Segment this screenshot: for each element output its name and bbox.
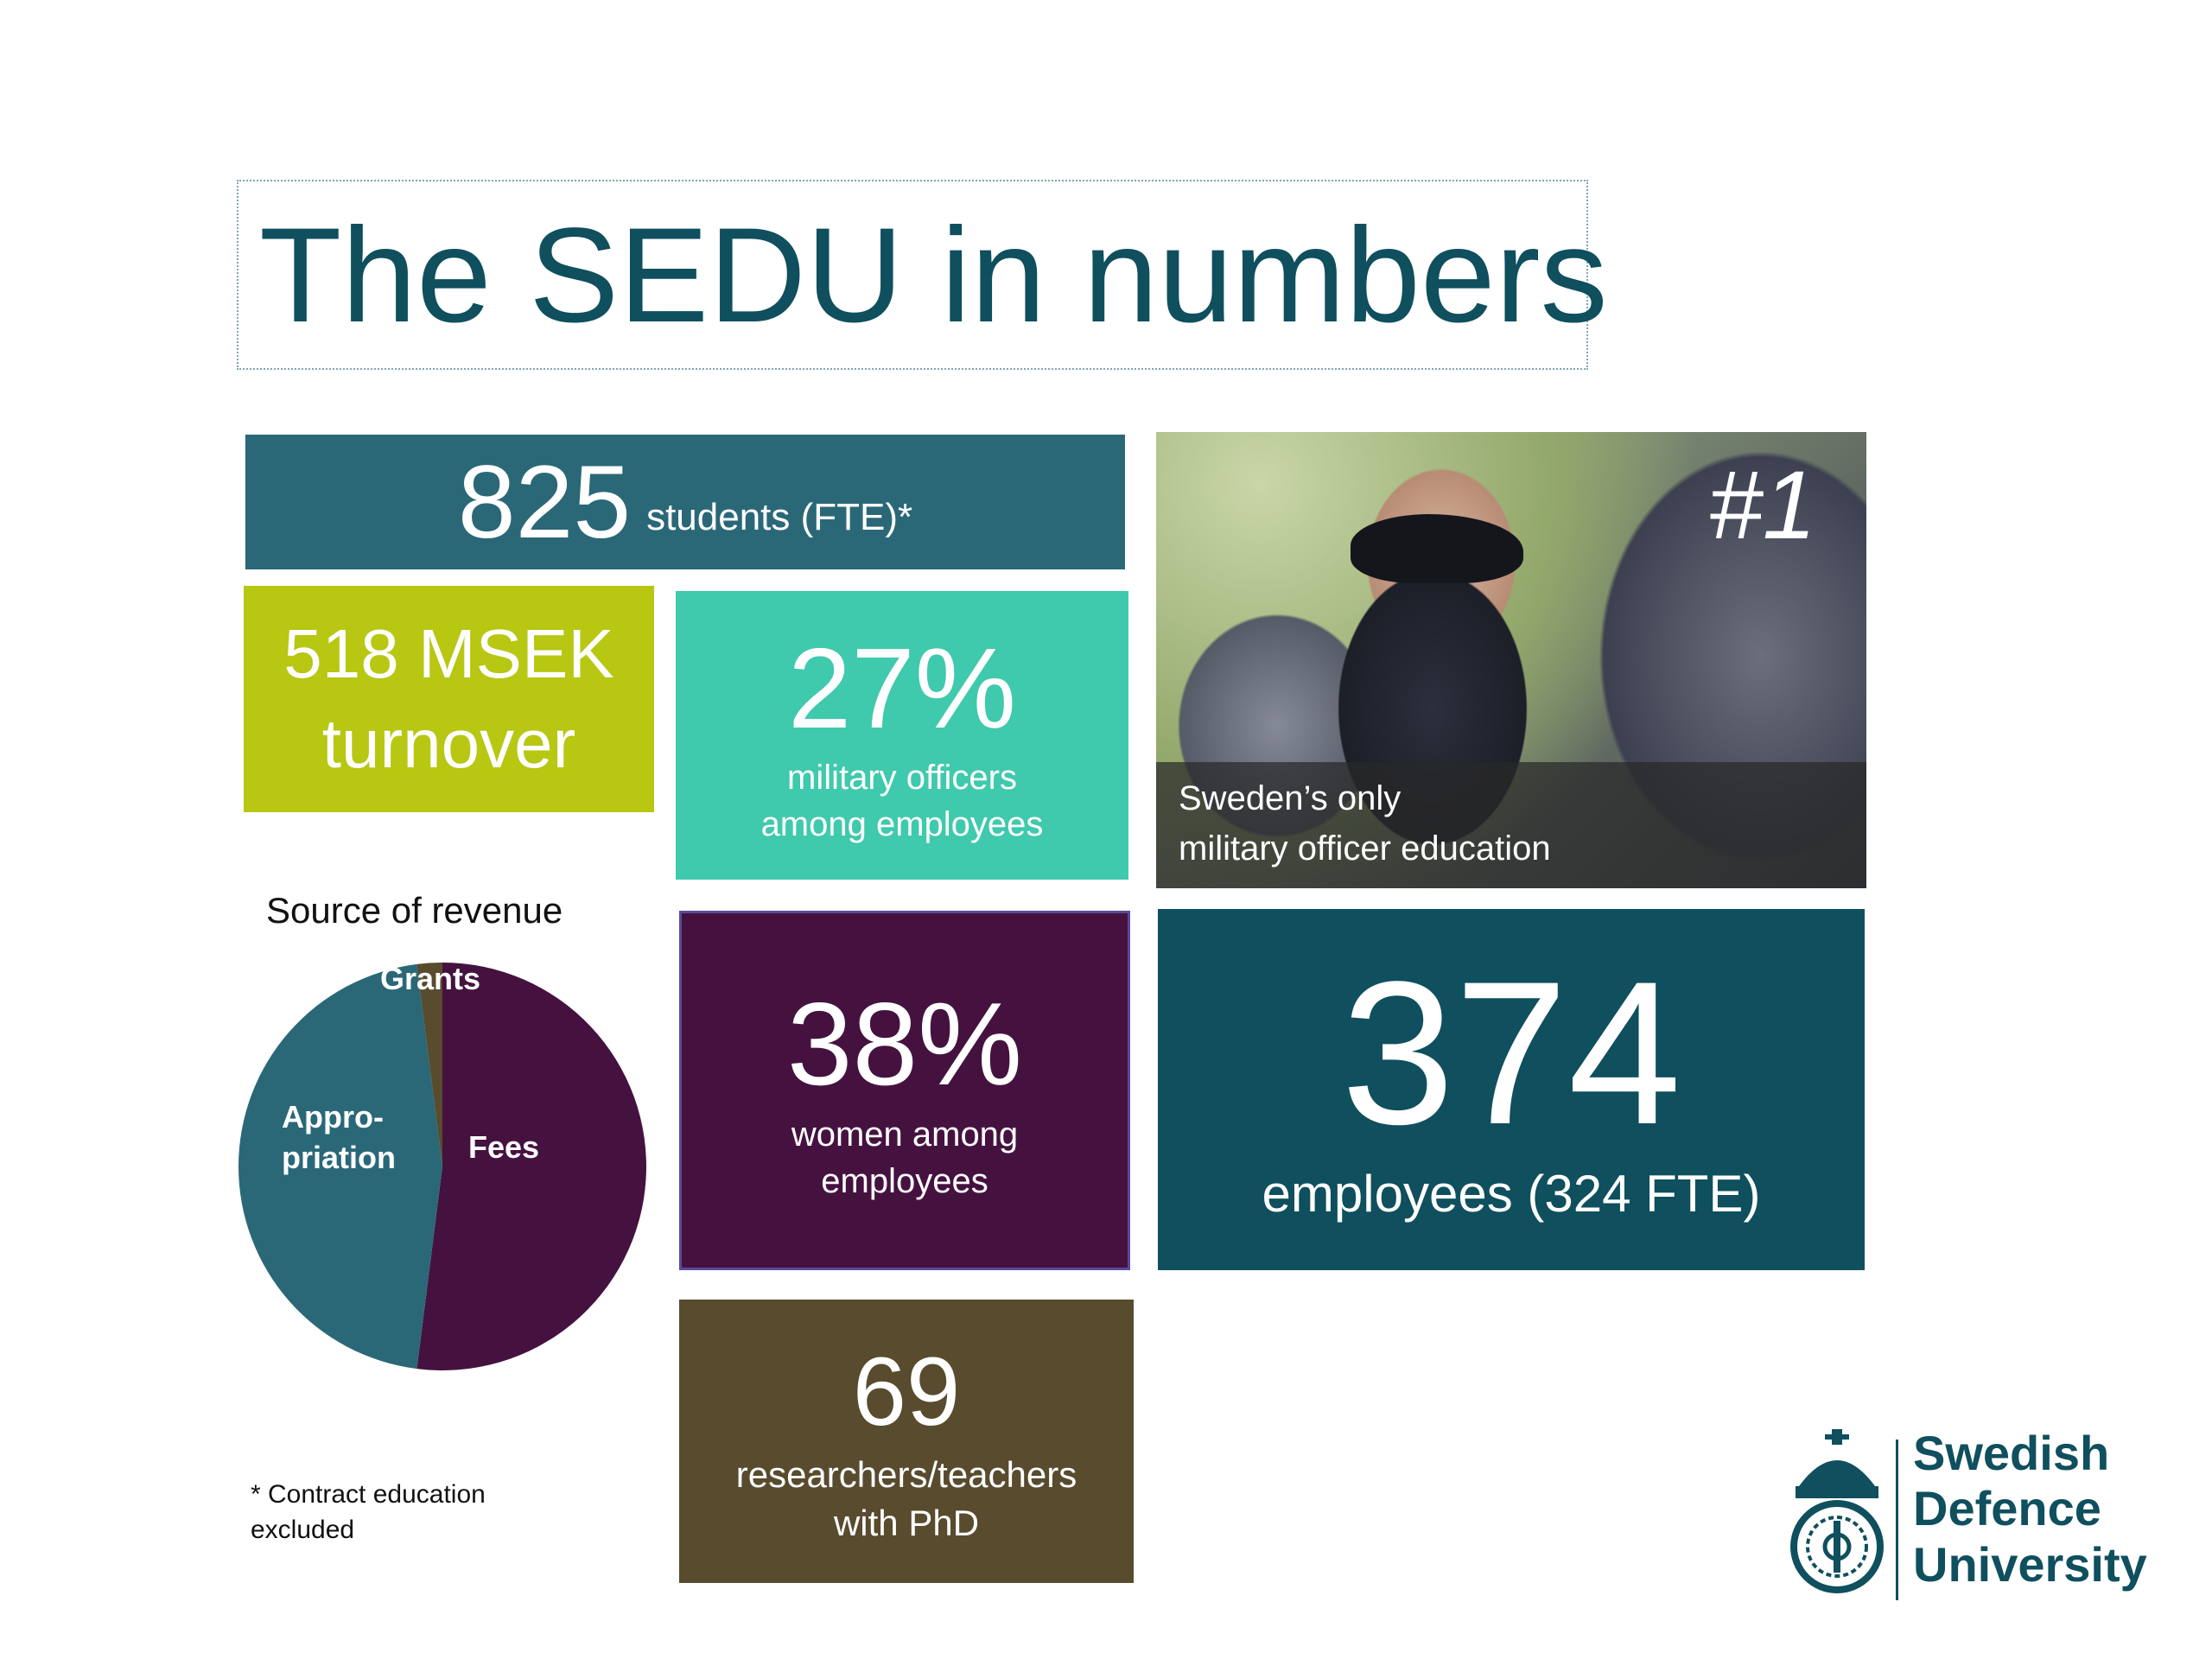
turnover-amount: 518 MSEK xyxy=(283,615,614,692)
revenue-title: Source of revenue xyxy=(266,890,563,931)
women-percent: 38% xyxy=(786,977,1023,1109)
phd-label-line1: researchers/teachers xyxy=(735,1453,1077,1495)
title-box: The SEDU in numbers xyxy=(237,180,1608,370)
pie-label-appropriation: Appro- priation xyxy=(282,1099,396,1175)
students-label: students (FTE)* xyxy=(646,496,913,538)
tile-women: 38% women among employees xyxy=(679,911,1130,1270)
logo-line1: Swedish xyxy=(1913,1426,2110,1480)
footnote-line1: * Contract education xyxy=(251,1480,486,1509)
tile-phd: 69 researchers/teachers with PhD xyxy=(679,1300,1134,1583)
page-title: The SEDU in numbers xyxy=(259,200,1608,351)
phd-number: 69 xyxy=(852,1338,961,1446)
photo-officer-cadets: #1 Sweden’s only military officer educat… xyxy=(1156,432,1866,888)
officers-label-line2: among employees xyxy=(760,804,1044,843)
logo-wordmark: Swedish Defence University xyxy=(1913,1426,2147,1592)
beret-shape xyxy=(1351,514,1523,583)
photo-caption-band: Sweden’s only military officer education xyxy=(1156,762,1866,888)
tile-employees: 374 employees (324 FTE) xyxy=(1158,909,1865,1270)
crown-crest-icon xyxy=(1790,1429,1884,1593)
turnover-label: turnover xyxy=(321,705,576,782)
revenue-pie-chart: Fees Appro- priation Grants xyxy=(235,959,650,1374)
officers-percent: 27% xyxy=(787,625,1017,753)
footnote-line2: excluded xyxy=(251,1515,355,1544)
women-label-line2: employees xyxy=(821,1162,988,1201)
students-number: 825 xyxy=(457,444,632,560)
photo-caption-line1: Sweden’s only xyxy=(1179,779,1402,817)
pie-slice-appro-priation xyxy=(238,963,442,1370)
logo-line3: University xyxy=(1913,1536,2147,1592)
tile-students: 825 students (FTE)* xyxy=(245,435,1125,569)
university-logo: Swedish Defence University xyxy=(1782,1426,2162,1607)
pie-label-fees: Fees xyxy=(468,1129,540,1165)
employees-number: 374 xyxy=(1341,939,1681,1167)
officers-label-line1: military officers xyxy=(787,758,1017,797)
pie-svg xyxy=(238,963,646,1370)
tile-military-officers: 27% military officers among employees xyxy=(676,591,1128,880)
pie-slice-grants xyxy=(416,963,442,1166)
footnote: * Contract education excluded xyxy=(251,1478,486,1548)
tile-turnover: 518 MSEK turnover xyxy=(244,586,654,812)
rank-badge: #1 xyxy=(1708,451,1816,559)
logo-divider xyxy=(1896,1440,1898,1600)
photo-caption-line2: military officer education xyxy=(1179,830,1551,868)
logo-line2: Defence xyxy=(1913,1481,2101,1536)
pie-slice-fees xyxy=(416,963,646,1370)
women-label-line1: women among xyxy=(791,1116,1019,1154)
employees-label: employees (324 FTE) xyxy=(1262,1165,1761,1223)
phd-label-line2: with PhD xyxy=(833,1503,980,1544)
pie-label-grants: Grants xyxy=(380,961,481,996)
